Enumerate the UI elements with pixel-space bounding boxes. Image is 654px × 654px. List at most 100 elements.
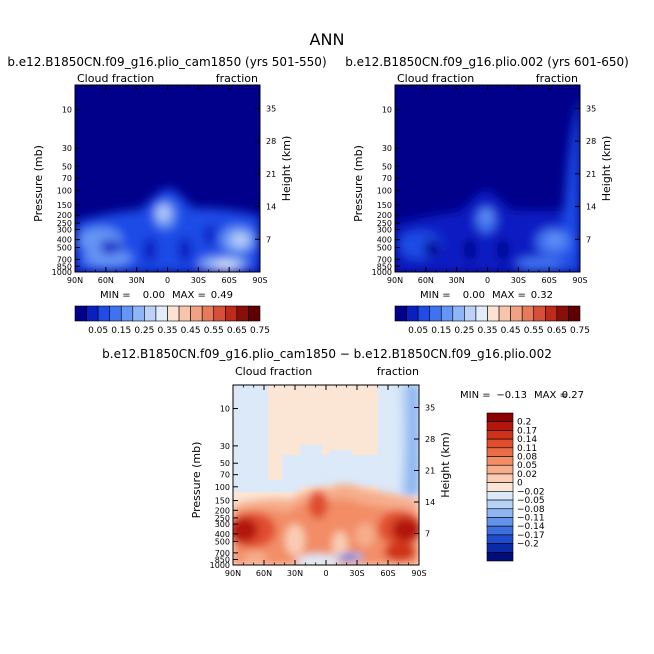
y-tick-label: 70 <box>62 174 72 183</box>
colorbar-swatch <box>486 412 514 423</box>
y-tick-label: 850 <box>377 262 392 271</box>
x-tick-label: 0 <box>323 569 328 578</box>
x-tick-label: 30S <box>349 569 364 578</box>
colorbar-swatch <box>486 517 514 527</box>
colorbar-swatch <box>86 305 99 322</box>
min-label: MIN = <box>460 390 491 401</box>
colorbar-swatch <box>475 305 488 322</box>
colorbar-label: −0.14 <box>517 522 545 532</box>
colorbar-label: 0.65 <box>547 326 567 336</box>
colorbar-swatch <box>556 305 569 322</box>
contour-field <box>233 385 419 565</box>
y-tick-label: 700 <box>57 255 72 264</box>
colorbar-swatch <box>201 305 215 322</box>
colorbar-swatch <box>452 305 465 322</box>
right-label: fraction <box>216 72 258 85</box>
colorbar-label: 0 <box>517 479 523 489</box>
y-tick-label: 10 <box>220 405 230 414</box>
colorbar-swatch <box>417 305 430 322</box>
colorbar-label: 0.35 <box>157 326 177 336</box>
colorbar-swatch <box>406 305 419 322</box>
page-title: ANN <box>310 30 345 49</box>
colorbar-label: 0.15 <box>111 326 131 336</box>
y-tick-label: 30 <box>62 144 72 153</box>
colorbar-swatch <box>486 499 514 510</box>
x-tick-label: 60N <box>256 569 272 578</box>
y-tick-label: 500 <box>215 537 230 546</box>
colorbar-label: 0.25 <box>454 326 474 336</box>
max-label: MAX = <box>172 290 206 301</box>
y-tick-label: 200 <box>377 211 392 220</box>
max-label: MAX = <box>534 390 568 401</box>
colorbar-label: 0.55 <box>524 326 544 336</box>
colorbar-swatch <box>545 305 558 322</box>
colorbar-swatch <box>144 305 157 322</box>
y2-tick-label: 35 <box>266 104 276 113</box>
y-axis-label: Pressure (mb) <box>352 145 365 222</box>
colorbar-label: 0.17 <box>517 426 537 436</box>
colorbar-swatch <box>236 305 249 322</box>
colorbar-swatch <box>394 305 407 322</box>
y2-tick-label: 7 <box>586 235 591 244</box>
colorbar-swatch <box>486 525 514 536</box>
colorbar-swatch <box>225 305 238 322</box>
y-tick-label: 1000 <box>372 268 392 277</box>
x-tick-label: 90S <box>252 276 267 285</box>
y-tick-label: 300 <box>57 226 72 235</box>
y-tick-label: 300 <box>377 226 392 235</box>
panel-title: b.e12.B1850CN.f09_g16.plio_cam1850 − b.e… <box>102 347 552 361</box>
y2-tick-label: 28 <box>425 435 435 444</box>
colorbar-swatch <box>132 305 145 322</box>
y-tick-label: 10 <box>382 105 392 114</box>
y-tick-label: 850 <box>57 262 72 271</box>
y-tick-label: 500 <box>377 244 392 253</box>
y-axis-label: Pressure (mb) <box>190 442 203 519</box>
y-tick-label: 150 <box>377 201 392 210</box>
colorbar-swatch <box>510 305 523 322</box>
y2-tick-label: 35 <box>586 104 596 113</box>
colorbar-swatch <box>190 305 203 322</box>
y-tick-label: 200 <box>215 506 230 515</box>
colorbar-label: −0.11 <box>517 513 545 523</box>
colorbar-label: 0.11 <box>517 444 537 454</box>
y-tick-label: 700 <box>377 255 392 264</box>
colorbar-swatch <box>533 305 546 322</box>
panel-top-right: b.e12.B1850CN.f09_g16.plio.002 (yrs 601-… <box>345 55 629 336</box>
x-tick-label: 60S <box>380 569 395 578</box>
y-tick-label: 100 <box>215 483 230 492</box>
min-label: MIN = <box>100 290 131 301</box>
y-tick-label: 250 <box>377 219 392 228</box>
colorbar-swatch <box>464 305 477 322</box>
colorbar-label: 0.02 <box>517 470 537 480</box>
colorbar-label: 0.35 <box>477 326 497 336</box>
y-tick-label: 70 <box>220 471 230 480</box>
y-tick-label: 850 <box>215 555 230 564</box>
y2-tick-label: 35 <box>425 404 435 413</box>
x-tick-label: 30N <box>287 569 303 578</box>
panel-bottom: b.e12.B1850CN.f09_g16.plio_cam1850 − b.e… <box>102 347 584 578</box>
y-tick-label: 700 <box>215 549 230 558</box>
y-tick-label: 100 <box>377 187 392 196</box>
colorbar-label: −0.2 <box>517 540 539 550</box>
x-tick-label: 60S <box>542 276 557 285</box>
x-tick-label: 90N <box>387 276 403 285</box>
y2-tick-label: 7 <box>425 530 430 539</box>
y-tick-label: 50 <box>220 459 230 468</box>
colorbar-swatch <box>155 305 168 322</box>
panel-title: b.e12.B1850CN.f09_g16.plio.002 (yrs 601-… <box>345 55 629 69</box>
min-value: 0.00 <box>143 290 165 301</box>
right-label: fraction <box>536 72 578 85</box>
y-tick-label: 1000 <box>52 268 72 277</box>
colorbar-swatch <box>213 305 226 322</box>
y2-tick-label: 7 <box>266 235 271 244</box>
y2-tick-label: 21 <box>266 170 276 179</box>
x-tick-label: 0 <box>485 276 490 285</box>
max-value: 0.32 <box>531 290 553 301</box>
y-tick-label: 200 <box>57 211 72 220</box>
colorbar-swatch <box>486 456 514 466</box>
y2-axis-label: Height (km) <box>600 136 613 202</box>
y-tick-label: 500 <box>57 244 72 253</box>
y2-tick-label: 14 <box>586 203 596 212</box>
y-tick-label: 70 <box>382 174 392 183</box>
